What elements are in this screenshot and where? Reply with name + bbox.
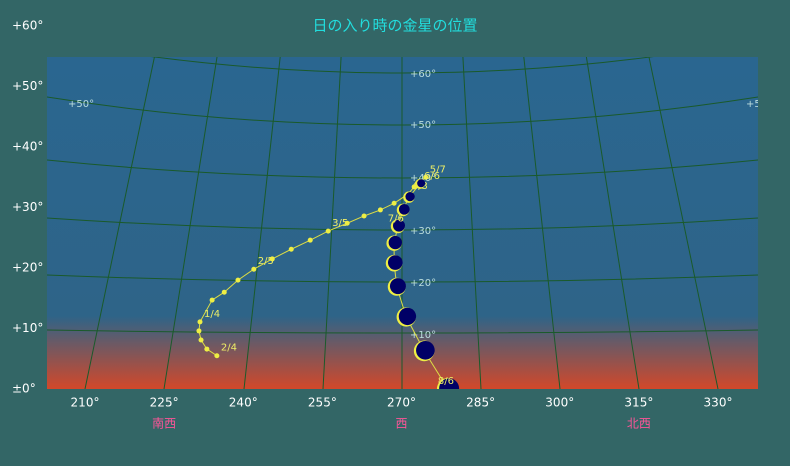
direction-label: 北西 [627,417,651,431]
grid-label: +30° [410,226,436,237]
point [307,237,313,243]
y-tick-label: +40° [12,140,43,154]
path-line [393,183,449,389]
y-tick-label: +50° [12,79,43,93]
x-tick-label: 240° [229,396,258,410]
chart-title: 日の入り時の金星の位置 [312,17,477,35]
y-tick-label: +30° [12,200,43,214]
point [197,319,203,325]
point [391,200,397,206]
point-label: 7/6 [388,213,404,224]
x-tick-label: 330° [704,396,733,410]
y-tick-label: ±0° [12,382,36,396]
point [325,228,331,234]
point [198,337,204,343]
grid-label: +5 [746,99,761,110]
point-label: 1/4 [204,309,220,320]
x-tick-label: 225° [150,396,179,410]
venus-dark [393,219,406,232]
point [423,174,429,180]
grid-label: +50° [68,99,94,110]
y-tick-label: +10° [12,321,43,335]
point-label: 3/5 [332,218,348,229]
x-tick-label: 255° [308,396,337,410]
x-tick-label: 270° [387,396,416,410]
grid-label: +10° [410,330,436,341]
point-label: 2/5 [258,256,274,267]
point [251,266,257,272]
point-label: 2/4 [221,343,237,354]
grid-label: +60° [410,69,436,80]
point-label: 5/7 [430,164,446,175]
venus-dark [416,340,435,360]
x-tick-label: 285° [466,396,495,410]
venus-dark [439,378,460,389]
point [235,277,241,283]
plot-area: +60° +50° +40° +30° +20° +10° +50° +5 2/4 1/4 2/5 3… [68,69,761,389]
point [269,256,275,262]
venus-dark [398,307,417,326]
grid-label: +40° [410,173,436,184]
direction-label: 西 [395,417,407,431]
direction-label: 南西 [152,416,176,431]
grid-label: +20° [410,278,436,289]
venus-dark [417,179,426,188]
venus-dark [398,203,410,215]
y-tick-label: +60° [12,19,43,33]
point [221,289,227,295]
venus-dark [389,278,406,295]
x-tick-label: 300° [545,396,574,410]
point [196,328,202,334]
point [204,346,210,352]
point [209,297,215,303]
point-label: 8/6 [438,376,454,387]
point [377,207,383,213]
point [344,220,350,226]
point [361,213,367,219]
x-tick-label: 210° [71,396,100,410]
venus-dark [388,235,402,250]
y-tick-label: +20° [12,261,43,275]
venus-dark [387,255,403,270]
x-tick-label: 315° [624,396,653,410]
venus-dark [405,191,415,202]
grid-label: +50° [410,120,436,131]
point [214,353,220,359]
point [288,246,294,252]
point-label: 6/6 [424,171,440,182]
